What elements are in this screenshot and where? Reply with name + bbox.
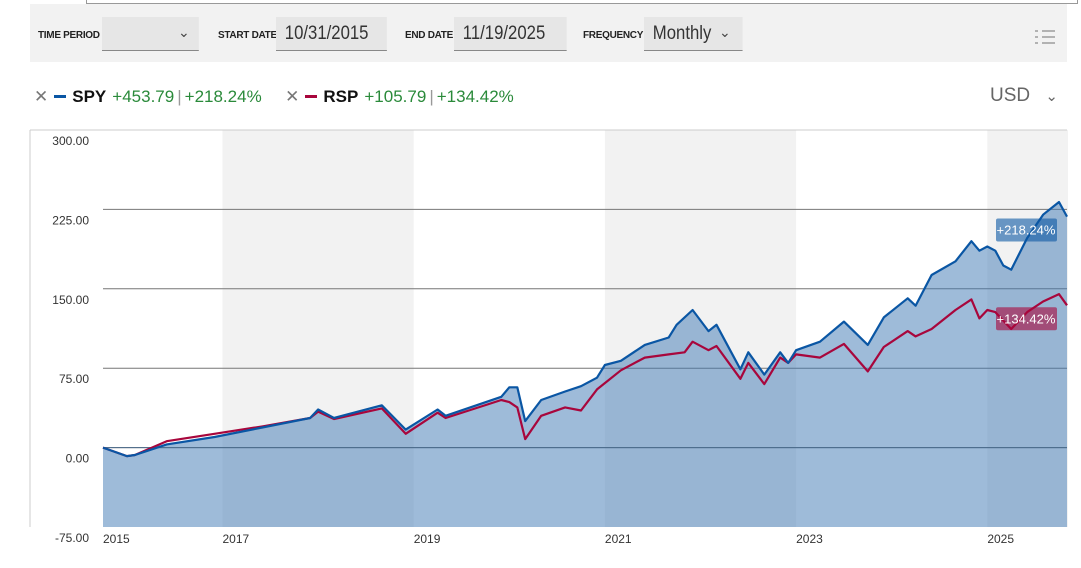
y-tick-label: -75.00 bbox=[55, 531, 89, 545]
x-tick-label: 2019 bbox=[414, 532, 441, 546]
y-tick-label: 0.00 bbox=[66, 452, 90, 466]
y-tick-label: 150.00 bbox=[52, 293, 89, 307]
series-line-rsp bbox=[102, 293, 1068, 458]
frequency-label: FREQUENCY bbox=[583, 30, 644, 41]
chevron-down-icon: ⌄ bbox=[1045, 88, 1058, 105]
remove-spy-icon[interactable]: ✕ bbox=[34, 86, 49, 106]
end-value-label: +218.24% bbox=[997, 223, 1056, 238]
y-tick-label: 75.00 bbox=[59, 372, 89, 386]
remove-rsp-icon[interactable]: ✕ bbox=[285, 86, 300, 106]
end-value-label: +134.42% bbox=[997, 311, 1056, 326]
end-date-input[interactable]: 11/19/2025 bbox=[454, 17, 567, 51]
legend: ✕ SPY +453.79 | +218.24% ✕ RSP +105.79 | +134.42… bbox=[34, 86, 514, 107]
spy-swatch bbox=[54, 95, 67, 99]
legend-pct: +134.42% bbox=[436, 86, 514, 106]
legend-ticker: RSP bbox=[323, 86, 359, 106]
start-date-input[interactable]: 10/31/2015 bbox=[276, 17, 387, 51]
y-tick-label: 300.00 bbox=[52, 134, 89, 148]
x-tick-label: 2017 bbox=[223, 532, 250, 546]
start-date-label: START DATE bbox=[218, 30, 277, 41]
y-tick-label: 225.00 bbox=[52, 213, 89, 227]
series-line-spy bbox=[102, 200, 1068, 458]
legend-change: +453.79 bbox=[112, 86, 175, 106]
x-tick-label: 2015 bbox=[103, 532, 130, 546]
list-icon[interactable] bbox=[1034, 28, 1056, 46]
x-tick-label: 2021 bbox=[605, 532, 632, 546]
legend-change: +105.79 bbox=[364, 86, 427, 106]
end-label-box bbox=[996, 218, 1057, 242]
rsp-swatch bbox=[305, 95, 318, 99]
legend-ticker: SPY bbox=[72, 86, 107, 106]
chevron-down-icon[interactable]: ⌄ bbox=[719, 24, 731, 40]
frequency-select[interactable]: Monthly bbox=[644, 17, 743, 51]
time-period-select[interactable] bbox=[102, 17, 199, 51]
time-period-label: TIME PERIOD bbox=[38, 30, 100, 41]
spy-area bbox=[103, 202, 1067, 527]
top-panel-border bbox=[86, 0, 1078, 4]
divider: | bbox=[429, 86, 434, 106]
end-date-label: END DATE bbox=[405, 30, 453, 41]
x-tick-label: 2023 bbox=[796, 532, 823, 546]
divider: | bbox=[177, 86, 182, 106]
chevron-down-icon[interactable]: ⌄ bbox=[178, 24, 190, 40]
toolbar: TIME PERIOD ⌄ START DATE 10/31/2015 END … bbox=[30, 4, 1067, 62]
currency-value: USD bbox=[990, 85, 1031, 106]
end-label-box bbox=[996, 307, 1057, 331]
x-tick-label: 2025 bbox=[987, 532, 1014, 546]
legend-pct: +218.24% bbox=[184, 86, 262, 106]
currency-select[interactable]: USD ⌄ bbox=[990, 85, 1058, 107]
